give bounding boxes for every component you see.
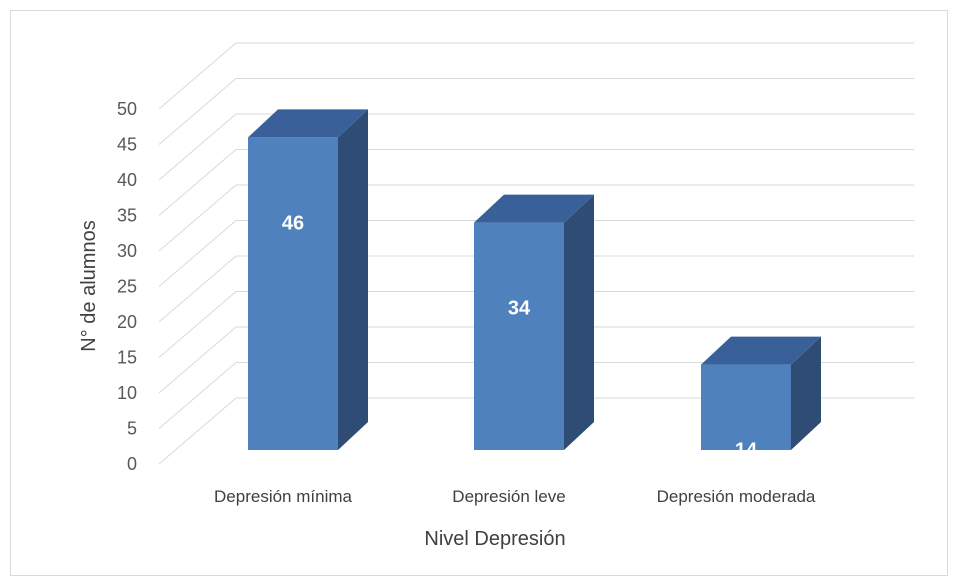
- y-axis-ticks: 0 5 10 15 20 25 30 35 40 45 50: [117, 99, 137, 474]
- bar: [701, 364, 791, 450]
- gridline: [158, 291, 914, 358]
- x-tick-label: Depresión moderada: [657, 487, 816, 506]
- bar-top: [248, 109, 368, 138]
- bar-chart: 0 5 10 15 20 25 30 35 40 45 50 46 34 14 Depresión mí…: [78, 42, 914, 550]
- gridline: [158, 78, 914, 145]
- gridline: [158, 362, 914, 429]
- gridline: [158, 397, 914, 465]
- y-tick-label: 10: [117, 383, 137, 403]
- y-tick-label: 50: [117, 99, 137, 119]
- gridlines: [158, 42, 914, 465]
- bar-top: [474, 194, 594, 223]
- bar-side: [564, 194, 594, 450]
- y-tick-label: 0: [127, 454, 137, 474]
- bar-side: [791, 336, 821, 450]
- data-label: 34: [508, 298, 531, 320]
- bar-side: [338, 109, 368, 451]
- y-tick-label: 45: [117, 135, 137, 155]
- bars: 46 34 14: [248, 109, 821, 462]
- y-tick-label: 20: [117, 312, 137, 332]
- gridline: [158, 184, 914, 252]
- bar: [474, 222, 564, 450]
- data-label: 46: [282, 212, 304, 234]
- bar: [248, 137, 338, 450]
- gridline: [158, 42, 914, 110]
- y-tick-label: 5: [127, 419, 137, 439]
- x-axis-title: Nivel Depresión: [424, 528, 565, 550]
- x-tick-label: Depresión mínima: [214, 487, 352, 506]
- gridline: [158, 220, 914, 287]
- chart-frame: 0 5 10 15 20 25 30 35 40 45 50 46 34 14 Depresión mí…: [10, 10, 948, 576]
- y-tick-label: 25: [117, 277, 137, 297]
- y-axis-title: N° de alumnos: [78, 220, 100, 351]
- data-label: 14: [735, 440, 758, 462]
- y-tick-label: 30: [117, 241, 137, 261]
- gridline: [158, 113, 914, 181]
- x-tick-label: Depresión leve: [452, 487, 565, 506]
- gridline: [158, 149, 914, 216]
- y-tick-label: 40: [117, 170, 137, 190]
- x-axis-ticks: Depresión mínima Depresión leve Depresión …: [214, 487, 816, 506]
- y-tick-label: 15: [117, 348, 137, 368]
- gridline: [158, 255, 914, 323]
- bar-top: [701, 336, 821, 365]
- gridline: [158, 326, 914, 394]
- y-tick-label: 35: [117, 206, 137, 226]
